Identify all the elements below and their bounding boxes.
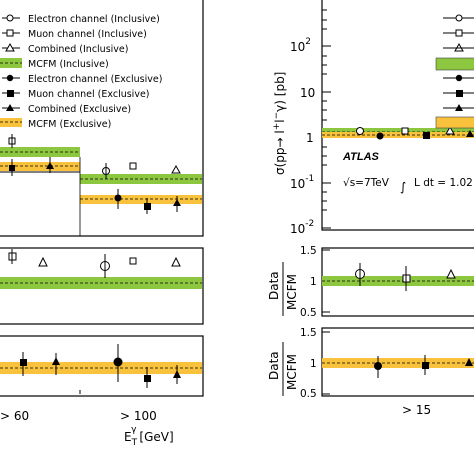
ratio-tick: 1 — [310, 358, 317, 370]
left-xtick-60: > 60 — [0, 409, 29, 423]
ytick-0.01: 10-2 — [290, 219, 314, 236]
right-legend — [435, 14, 474, 129]
left-xtick-100: > 100 — [120, 409, 157, 423]
right-ylabel: σ(pp→ l+l−γ) [pb] — [272, 72, 287, 175]
open-circle-icon — [6, 14, 14, 22]
integral-sign: ∫ — [400, 180, 406, 194]
ratio-label-top: Data — [267, 271, 281, 300]
combined-inclusive-ratio-bin2 — [171, 256, 181, 267]
legend-item-electron-inclusive: Electron channel (Inclusive) — [2, 14, 160, 25]
legend-item-combined-inclusive: Combined (Inclusive) — [2, 42, 128, 55]
ytick-0.1: 10-1 — [290, 174, 314, 191]
ytick-1: 1 — [306, 131, 314, 145]
combined-inclusive-marker-bin2 — [171, 164, 181, 174]
yellow-band-icon — [435, 116, 474, 129]
right-electron-exclusive — [376, 132, 384, 140]
legend-item-combined-exclusive: Combined (Exclusive) — [2, 104, 131, 115]
right-electron-inclusive — [356, 127, 364, 135]
right-ratio-exclusive-panel: 1.5 1 0.5 Data MCFM — [267, 327, 474, 400]
legend-item-muon-exclusive: Muon channel (Exclusive) — [2, 89, 150, 100]
legend-item-electron-exclusive: Electron channel (Exclusive) — [2, 74, 162, 85]
right-main-panel: 102 10 1 10-1 10-2 σ(pp→ l+l−γ) [pb] ATL… — [272, 0, 474, 236]
right-ratio-inclusive-panel: 1.5 1 0.5 Data MCFM — [267, 245, 474, 319]
left-legend: Electron channel (Inclusive) Muon channe… — [0, 14, 162, 130]
open-square-icon — [6, 29, 14, 37]
ratio-label-top-den: MCFM — [285, 274, 299, 310]
ratio-label-bottom-den: MCFM — [285, 354, 299, 390]
combined-inclusive-ratio-bin1 — [38, 256, 48, 267]
muon-inclusive-ratio-bin2 — [129, 257, 137, 265]
legend-item-mcfm-exclusive: MCFM (Exclusive) — [0, 118, 111, 130]
open-circle-icon — [455, 14, 463, 22]
ratio-tick: 0.5 — [300, 307, 317, 319]
ratio-tick: 0.5 — [300, 388, 317, 400]
left-main-frame — [0, 0, 204, 237]
mcfm-exclusive-band-bin1 — [0, 162, 80, 171]
filled-triangle-icon — [455, 104, 463, 111]
right-combined-exclusive-ratio — [465, 358, 473, 366]
legend-label: MCFM (Inclusive) — [28, 59, 109, 70]
yellow-band-icon — [0, 118, 22, 127]
mcfm-exclusive-band-bin2 — [80, 195, 202, 204]
left-main-panel: Electron channel (Inclusive) Muon channe… — [0, 0, 204, 237]
right-combined-exclusive — [466, 130, 474, 137]
legend-label: Combined (Inclusive) — [28, 44, 128, 55]
ratio-tick: 1.5 — [300, 245, 317, 257]
right-yticks — [322, 9, 331, 229]
atlas-label: ATLAS — [342, 151, 380, 163]
lumi-label: L dt = 1.02 — [414, 177, 473, 189]
ratio-tick: 1 — [310, 276, 317, 288]
energy-label: √s=7TeV — [343, 177, 390, 189]
left-ratio-exclusive-panel — [0, 335, 204, 397]
legend-label: MCFM (Exclusive) — [28, 119, 111, 130]
ytick-100: 102 — [290, 37, 311, 54]
filled-circle-icon — [6, 74, 14, 82]
muon-inclusive-marker-bin2 — [129, 162, 137, 170]
right-combined-inclusive — [445, 125, 455, 135]
open-triangle-icon — [5, 42, 15, 52]
filled-circle-icon — [455, 74, 463, 82]
legend-label: Electron channel (Exclusive) — [28, 74, 162, 85]
filled-triangle-icon — [6, 104, 14, 111]
green-band-icon — [435, 57, 474, 71]
filled-square-icon — [7, 90, 14, 97]
right-combined-inclusive-ratio — [446, 268, 456, 279]
legend-label: Electron channel (Inclusive) — [28, 14, 160, 25]
legend-item-muon-inclusive: Muon channel (Inclusive) — [2, 29, 147, 40]
left-ratio-inclusive-panel — [0, 247, 204, 325]
left-xlabel: ETγ [GeV] — [124, 425, 174, 448]
ratio-tick: 1.5 — [300, 327, 317, 339]
legend-item-mcfm-inclusive: MCFM (Inclusive) — [0, 58, 109, 70]
legend-label: Muon channel (Exclusive) — [28, 89, 150, 100]
right-xtick-15: > 15 — [402, 403, 431, 417]
legend-label: Muon channel (Inclusive) — [28, 29, 147, 40]
legend-label: Combined (Exclusive) — [28, 104, 131, 115]
ytick-10: 10 — [300, 86, 315, 100]
right-muon-exclusive — [423, 132, 430, 139]
open-square-icon — [455, 29, 463, 37]
filled-square-icon — [456, 90, 463, 97]
ratio-label-bottom: Data — [267, 351, 281, 380]
right-muon-inclusive — [401, 127, 409, 135]
